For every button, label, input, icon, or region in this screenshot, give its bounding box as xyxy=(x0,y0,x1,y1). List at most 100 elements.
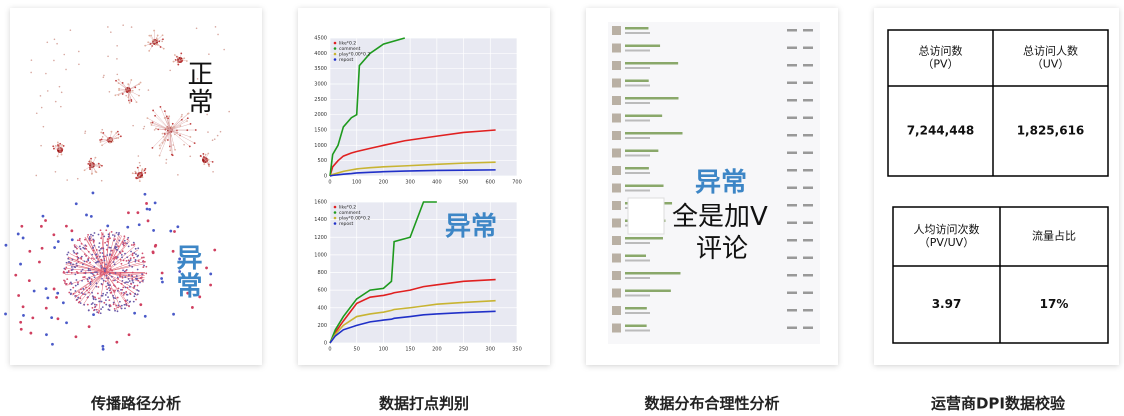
node xyxy=(130,283,132,285)
node xyxy=(70,289,72,291)
node xyxy=(194,142,196,144)
node xyxy=(82,263,84,265)
x-tick-label: 200 xyxy=(432,347,442,353)
node xyxy=(167,117,169,119)
node xyxy=(106,240,108,242)
node xyxy=(61,148,63,150)
node xyxy=(112,234,114,236)
node xyxy=(142,252,144,254)
y-tick-label: 200 xyxy=(317,323,327,329)
avatar xyxy=(612,306,621,315)
node xyxy=(122,93,124,95)
node xyxy=(45,307,48,310)
node xyxy=(117,305,119,307)
node xyxy=(112,295,114,297)
legend-marker xyxy=(334,53,337,56)
node xyxy=(116,232,118,234)
node xyxy=(104,260,106,262)
node xyxy=(133,257,135,259)
node xyxy=(40,95,42,97)
node xyxy=(76,299,78,301)
node xyxy=(113,297,115,299)
node xyxy=(144,170,146,172)
text-line xyxy=(625,295,650,297)
node xyxy=(101,295,103,297)
node xyxy=(109,273,111,275)
node xyxy=(122,280,124,282)
overlay-label: 异常 xyxy=(445,212,497,242)
node xyxy=(103,302,105,304)
node xyxy=(186,129,188,131)
node xyxy=(78,291,80,293)
node xyxy=(68,271,70,273)
text-line xyxy=(803,169,813,172)
node xyxy=(124,240,126,242)
node xyxy=(114,247,116,249)
node xyxy=(174,134,176,136)
node xyxy=(116,58,118,60)
node xyxy=(63,268,65,270)
node xyxy=(105,280,107,282)
node xyxy=(123,294,125,296)
node xyxy=(96,282,98,284)
node xyxy=(107,277,109,279)
node xyxy=(98,297,100,299)
node xyxy=(134,171,136,173)
node xyxy=(89,277,91,279)
node xyxy=(30,72,32,74)
node xyxy=(92,273,94,275)
text-line xyxy=(625,290,671,293)
node xyxy=(81,292,83,294)
node xyxy=(112,280,114,282)
x-tick-label: 350 xyxy=(512,347,522,353)
node xyxy=(189,146,191,148)
node xyxy=(109,265,111,267)
node xyxy=(81,243,83,245)
node xyxy=(122,241,124,243)
node xyxy=(103,280,105,282)
node xyxy=(96,309,98,311)
node xyxy=(70,263,72,265)
node xyxy=(117,310,119,312)
node xyxy=(68,261,70,263)
node xyxy=(208,165,210,167)
node xyxy=(66,179,68,181)
node xyxy=(82,276,84,278)
node xyxy=(147,117,149,119)
node xyxy=(148,35,150,37)
node xyxy=(36,112,38,114)
node xyxy=(103,76,105,78)
node xyxy=(67,258,69,260)
node xyxy=(76,265,78,267)
node xyxy=(71,238,74,241)
text-line xyxy=(787,257,797,260)
node xyxy=(118,79,120,81)
node xyxy=(91,278,93,280)
avatar xyxy=(612,114,621,123)
node xyxy=(133,312,136,315)
node xyxy=(94,232,96,234)
node xyxy=(173,61,175,63)
x-tick-label: 200 xyxy=(379,180,389,186)
node xyxy=(128,305,130,307)
node xyxy=(142,260,144,262)
node xyxy=(128,262,130,264)
node xyxy=(186,120,188,122)
node xyxy=(71,283,73,285)
x-tick-label: 100 xyxy=(379,347,389,353)
node xyxy=(98,163,100,165)
legend-label: like*0.2 xyxy=(339,205,356,211)
node xyxy=(105,275,107,277)
node xyxy=(77,283,79,285)
node xyxy=(132,253,134,255)
table-cell: 17% xyxy=(1040,297,1069,311)
node xyxy=(130,259,132,261)
node xyxy=(105,299,107,301)
node xyxy=(71,259,73,261)
y-tick-label: 1500 xyxy=(314,128,327,134)
text-line xyxy=(803,82,813,85)
node xyxy=(105,263,107,265)
node xyxy=(50,316,53,319)
node xyxy=(55,145,57,147)
node xyxy=(122,277,124,279)
